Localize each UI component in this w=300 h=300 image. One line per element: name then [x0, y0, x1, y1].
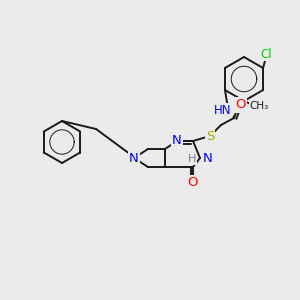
Text: HN: HN [214, 103, 232, 116]
Text: N: N [129, 152, 139, 164]
Text: O: O [236, 98, 246, 112]
Text: H: H [188, 154, 196, 164]
Text: O: O [188, 176, 198, 190]
Text: N: N [203, 152, 213, 164]
Text: S: S [206, 130, 214, 142]
Text: CH₃: CH₃ [249, 101, 268, 111]
Text: N: N [172, 134, 182, 148]
Text: Cl: Cl [260, 47, 272, 61]
